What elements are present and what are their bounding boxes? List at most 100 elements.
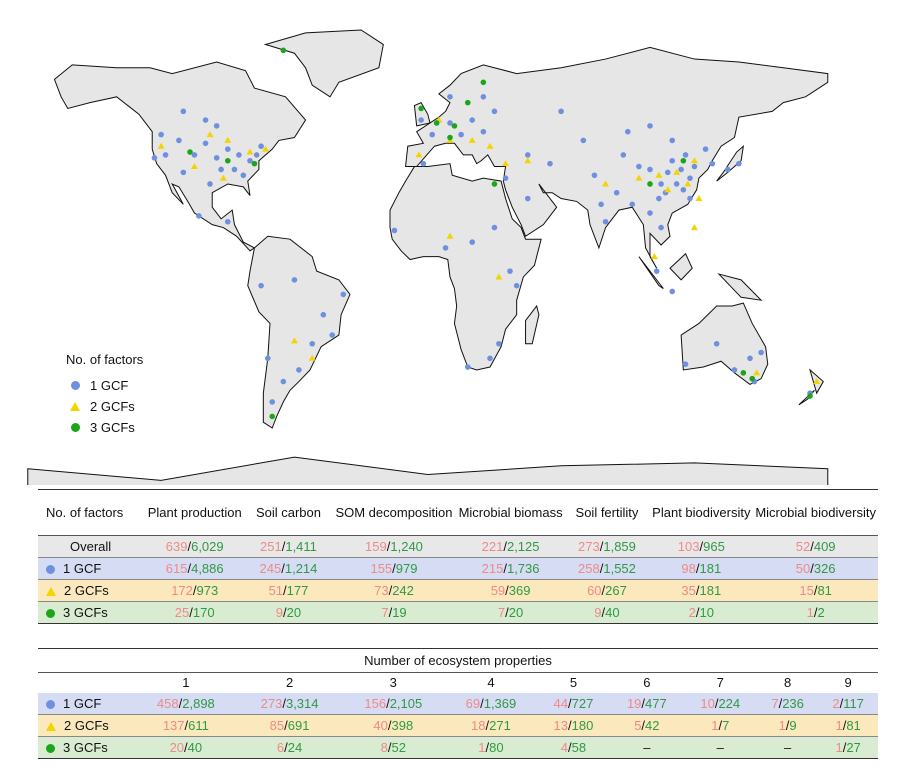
observations-count: 3,314: [285, 695, 319, 711]
table-cell: 51/177: [268, 583, 309, 598]
observations-count: 81: [817, 583, 832, 598]
table-cell: 458/2,898: [156, 695, 215, 711]
table-cell: 273/1,859: [578, 539, 636, 554]
column-header: 4: [487, 675, 495, 691]
site-marker-1gcf: [656, 195, 662, 202]
site-marker-1gcf: [469, 117, 476, 123]
table-cell: 5/42: [634, 718, 660, 733]
site-marker-2gcfs: [690, 224, 698, 231]
observations-count: 40: [605, 605, 620, 620]
studies-count: 458: [156, 695, 179, 711]
site-marker-1gcf: [418, 117, 424, 123]
japan-landmass: [716, 144, 745, 182]
row-label-cell: 3 GCFs: [38, 737, 134, 759]
table-cell: 6/24: [276, 740, 303, 755]
observations-count: 181: [699, 561, 722, 576]
site-marker-2gcfs: [415, 151, 423, 158]
studies-count: 1: [711, 718, 719, 733]
site-marker-1gcf: [658, 181, 664, 187]
green-circle-icon: [46, 609, 55, 619]
studies-count: 1: [835, 740, 843, 755]
site-marker-1gcf: [747, 355, 753, 362]
studies-count: 7: [381, 605, 389, 620]
table-row: 3 GCFs 25/170 9/20 7/19 7/20 9/40 2/10 1/2: [38, 601, 878, 624]
site-marker-1gcf: [280, 378, 287, 385]
site-marker-2gcfs: [308, 354, 316, 361]
yellow-triangle-icon: [70, 402, 80, 411]
table-cell: 2/10: [688, 605, 714, 620]
column-header: Microbial biomass: [456, 489, 565, 536]
site-marker-2gcfs: [246, 148, 254, 155]
site-marker-1gcf: [458, 131, 464, 138]
continents: [27, 29, 829, 485]
site-marker-1gcf: [580, 137, 587, 144]
site-marker-1gcf: [447, 94, 453, 100]
studies-count: 221: [481, 539, 504, 554]
site-marker-1gcf: [682, 152, 689, 158]
site-marker-1gcf: [469, 239, 476, 245]
table-cell: 156/2,105: [364, 695, 423, 711]
table-cell: 1/2: [806, 605, 825, 620]
studies-count: 103: [677, 539, 700, 554]
site-marker-3gcfs: [749, 375, 756, 382]
observations-count: 727: [571, 695, 594, 711]
site-marker-3gcfs: [433, 120, 440, 126]
studies-count: 639: [165, 539, 188, 554]
row-label: 3 GCFs: [63, 740, 108, 755]
site-marker-1gcf: [731, 367, 738, 373]
table-cell: 52/409: [795, 539, 836, 554]
site-marker-1gcf: [647, 123, 653, 129]
observations-count: 27: [846, 740, 861, 755]
table-row: Overall 639/6,029 251/1,411 159/1,240 221/2,…: [38, 535, 878, 558]
observations-count: 979: [395, 561, 418, 576]
site-marker-3gcfs: [418, 105, 424, 112]
australia-landmass: [680, 302, 769, 386]
table-cell: 137/611: [162, 718, 209, 733]
studies-count: 251: [260, 539, 282, 554]
site-marker-1gcf: [624, 128, 631, 135]
site-marker-3gcfs: [807, 393, 813, 399]
table-cell: 25/170: [174, 605, 215, 620]
site-marker-1gcf: [329, 332, 336, 338]
studies-count: 25: [174, 605, 190, 620]
row-label-cell: Overall: [38, 536, 144, 558]
observations-count: 9: [789, 718, 797, 733]
studies-count: 4: [560, 740, 569, 755]
observations-count: 1,859: [603, 539, 636, 554]
site-marker-1gcf: [524, 152, 531, 158]
studies-count: 1: [835, 718, 843, 733]
site-marker-1gcf: [736, 160, 742, 167]
table-cell: 98/181: [681, 561, 722, 576]
site-marker-1gcf: [176, 137, 182, 144]
site-marker-1gcf: [724, 166, 731, 173]
site-marker-1gcf: [309, 340, 316, 347]
site-marker-1gcf: [687, 175, 693, 181]
site-marker-2gcfs: [695, 195, 703, 202]
legend-item-2gcfs: 2 GCFs: [66, 396, 143, 417]
site-marker-1gcf: [491, 108, 498, 115]
site-marker-2gcfs: [690, 157, 698, 164]
site-marker-1gcf: [758, 349, 764, 356]
yellow-triangle-icon: [46, 587, 56, 597]
site-marker-1gcf: [420, 160, 427, 167]
row-label: 3 GCFs: [63, 605, 108, 620]
site-marker-1gcf: [591, 172, 598, 179]
studies-count: 52: [795, 539, 811, 554]
table-row: 2 GCFs 172/973 51/177 73/242 59/369 60/267 35/…: [38, 579, 878, 602]
borneo-landmass: [669, 252, 693, 281]
observations-count: 1,411: [285, 539, 317, 554]
studies-count: 20: [169, 740, 185, 755]
empty-cell: –: [716, 740, 724, 755]
table-cell: 15/81: [799, 583, 832, 598]
green-circle-icon: [70, 423, 80, 432]
site-marker-2gcfs: [602, 180, 610, 187]
site-marker-1gcf: [620, 152, 627, 158]
table-cell: 40/398: [373, 718, 414, 733]
studies-count: 69: [465, 695, 481, 711]
studies-count: 9: [594, 605, 602, 620]
site-marker-1gcf: [507, 268, 513, 274]
site-marker-1gcf: [664, 169, 671, 176]
observations-count: 52: [391, 740, 406, 755]
site-marker-1gcf: [224, 218, 231, 225]
observations-count: 409: [813, 539, 836, 554]
